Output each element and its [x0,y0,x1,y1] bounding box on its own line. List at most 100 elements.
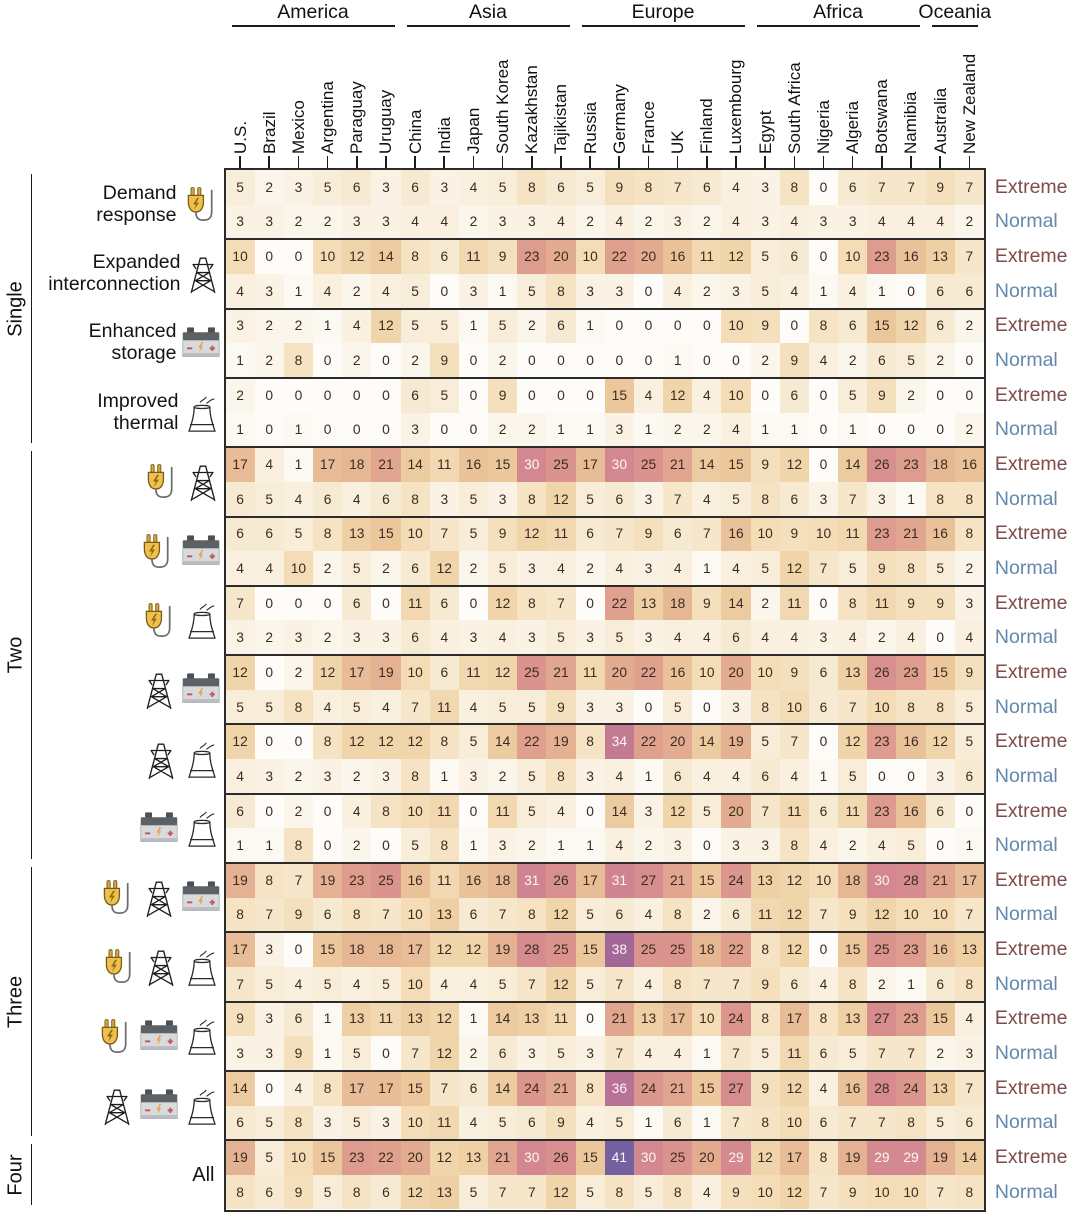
heatmap-cell: 5 [313,1174,343,1210]
heatmap-cell: 5 [517,273,547,309]
heatmap-cell: 3 [517,1036,547,1071]
heatmap-row-ei-it-extreme: 12 0 0 8 12 12 12 8 5 14 22 19 8 34 22 20 14 19 5 7 0 12 23 16 1… [225,724,984,760]
heatmap-cell: 12 [546,481,576,517]
heatmap-cell: 2 [663,412,693,448]
heatmap-cell: 12 [721,239,751,274]
heatmap-cell: 0 [371,585,401,621]
heatmap-cell: 3 [458,759,489,794]
column-tick [910,156,912,169]
heatmap-cell: 13 [517,1001,547,1037]
heatmap-cell: 22 [517,724,547,760]
heatmap-cell: 2 [517,828,547,863]
heatmap-cell: 2 [517,412,547,448]
heatmap-cell: 5 [283,516,314,552]
heatmap-cell: 2 [254,620,284,656]
heatmap-cell: 12 [896,308,926,344]
heatmap-cell: 7 [721,966,751,1002]
heatmap-cell: 8 [808,1001,839,1037]
heatmap-cell: 0 [808,724,839,760]
condition-label-extreme: Extreme [994,383,1068,406]
heatmap-cell: 6 [867,343,897,378]
heatmap-cell: 9 [488,516,518,552]
heatmap-cell: 10 [400,655,430,690]
heatmap-cell: 25 [546,447,576,482]
condition-label-normal: Normal [994,972,1058,995]
heatmap-cell: 20 [721,793,751,829]
condition-label-normal: Normal [994,279,1058,302]
row-label-ei-it [0,724,223,793]
heatmap-cell: 2 [254,343,284,378]
heatmap-cell: 5 [313,170,343,205]
heatmap-cell: 1 [838,412,868,448]
heatmap-cell: 3 [808,620,839,656]
heatmap-cell: 6 [808,793,839,829]
heatmap-cell: 9 [633,516,664,552]
heatmap-cell: 5 [633,1174,664,1210]
heatmap-cell: 3 [458,273,489,309]
heatmap-cell: 6 [604,481,634,517]
heatmap-cell: 12 [225,655,255,690]
heatmap-cell: 3 [254,1001,284,1037]
column-tick [968,156,971,169]
row-label-improved-thermal: Improved thermal [0,378,223,447]
heatmap-cell: 14 [721,585,751,621]
heatmap-cell: 5 [225,170,255,205]
heatmap-cell: 19 [546,724,576,760]
row-label-text: Expanded interconnection [48,251,181,295]
heatmap-cell: 10 [400,897,430,933]
battery-icon [139,811,179,846]
heatmap-cell: 5 [458,516,489,552]
heatmap-cell: 25 [517,655,547,690]
heatmap-cell: 12 [663,377,693,413]
condition-label-extreme: Extreme [994,660,1068,683]
heatmap-cell: 12 [371,724,401,760]
condition-label-normal: Normal [994,210,1058,233]
transmission-tower-icon [99,1085,135,1126]
column-tick [268,156,271,169]
column-tick [881,156,883,169]
pair-separator [225,862,984,864]
heatmap-cell: 21 [546,655,576,690]
heatmap-cell: 21 [663,447,693,482]
heatmap-cell: 0 [808,412,839,448]
heatmap-cell: 5 [604,1105,634,1141]
column-tick [676,156,679,169]
heatmap-cell: 19 [488,932,518,967]
heatmap-cell: 23 [896,447,926,482]
battery-icon [139,1088,179,1123]
heatmap-cell: 22 [633,655,664,690]
heatmap-cell: 11 [779,793,809,829]
heatmap-cell: 10 [313,239,343,274]
heatmap-cell: 0 [808,377,839,413]
continent-header-asia: Asia [469,1,507,23]
heatmap-cell: 17 [400,932,430,967]
heatmap-cell: 0 [283,377,314,413]
heatmap-cell: 1 [808,273,839,309]
battery-icon [181,326,221,361]
heatmap-cell: 8 [283,343,314,378]
heatmap-cell: 18 [692,932,722,967]
heatmap-cell: 5 [458,481,489,517]
heatmap-cell: 20 [546,239,576,274]
heatmap-cell: 12 [225,724,255,760]
heatmap-cell: 5 [750,239,780,274]
heatmap-cell: 15 [692,1070,722,1106]
heatmap-cell: 18 [371,932,401,967]
heatmap-cell: 17 [954,863,984,898]
heatmap-cell: 8 [313,516,343,552]
heatmap-cell: 0 [721,343,751,378]
heatmap-cell: 4 [779,204,809,240]
pair-separator [225,1139,984,1142]
heatmap-cell: 1 [458,828,489,863]
heatmap-cell: 12 [663,793,693,829]
heatmap-cell: 4 [633,377,664,413]
heatmap-cell: 13 [342,1001,372,1037]
heatmap-cell: 6 [954,1105,984,1141]
heatmap-cell: 9 [867,551,897,586]
heatmap-cell: 7 [692,516,722,552]
continent-header-oceania: Oceania [918,1,992,23]
heatmap-cell: 14 [692,447,722,482]
heatmap-cell: 0 [575,585,605,621]
heatmap-cell: 3 [371,759,401,794]
